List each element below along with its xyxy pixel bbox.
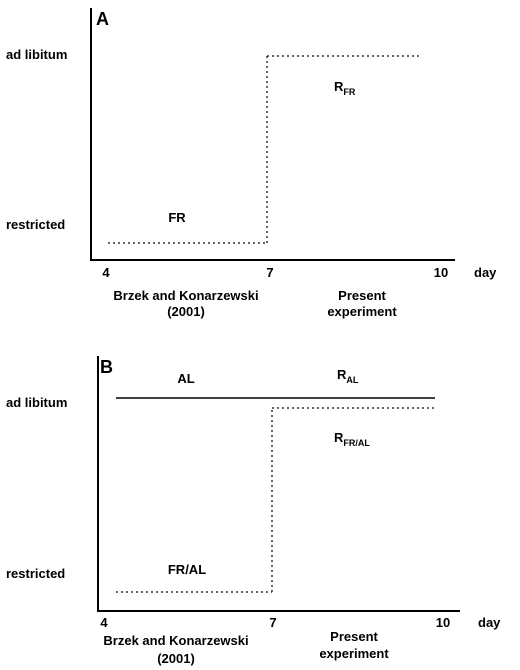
panel-b-tick-4: 4 (100, 615, 108, 630)
panel-a-label-rfr-sub: FR (343, 87, 356, 97)
panel-a-period-1-line1: Brzek and Konarzewski (113, 288, 259, 303)
panel-a-x-unit: day (474, 265, 497, 280)
panel-a-tick-7: 7 (266, 265, 274, 280)
panel-b-label-fral: FR/AL (167, 562, 207, 577)
panel-b-tick-10: 10 (435, 615, 451, 630)
panel-a-y-label-low: restricted (6, 217, 66, 232)
panel-a-letter: A (96, 9, 109, 29)
panel-b-label-ral-sub: AL (346, 375, 359, 385)
panel-a-label-rfr-main: R (334, 79, 344, 94)
panel-b-y-label-low: restricted (6, 566, 66, 581)
panel-b-label-ral-main: R (337, 367, 347, 382)
panel-b-label-rfral-sub: FR/AL (343, 438, 370, 448)
panel-b-period-2-line2: experiment (319, 646, 389, 661)
panel-a-tick-10: 10 (433, 265, 449, 280)
panel-a-period-1-line2: (2001) (167, 304, 205, 319)
panel-a-period-2-line1: Present (338, 288, 386, 303)
panel-b-period-1-line1: Brzek and Konarzewski (103, 633, 249, 648)
panel-b-y-label-high: ad libitum (6, 395, 68, 410)
panel-a-tick-4: 4 (102, 265, 110, 280)
panel-b-period-1-line2: (2001) (157, 651, 195, 666)
panel-b-tick-7: 7 (269, 615, 277, 630)
panel-b-label-rfral-main: R (334, 430, 344, 445)
panel-a-y-label-high: ad libitum (6, 47, 68, 62)
panel-a-label-rfr: RFR (334, 79, 355, 97)
panel-a-period-2-line2: experiment (327, 304, 397, 319)
panel-b-letter: B (100, 357, 113, 377)
panel-b-label-al: AL (177, 371, 195, 386)
panel-b-label-rfral: RFR/AL (334, 430, 370, 448)
panel-b-x-unit: day (478, 615, 501, 630)
panel-a-label-fr: FR (168, 210, 186, 225)
panel-b-period-2-line1: Present (330, 629, 378, 644)
panel-b-label-ral: RAL (337, 367, 358, 385)
